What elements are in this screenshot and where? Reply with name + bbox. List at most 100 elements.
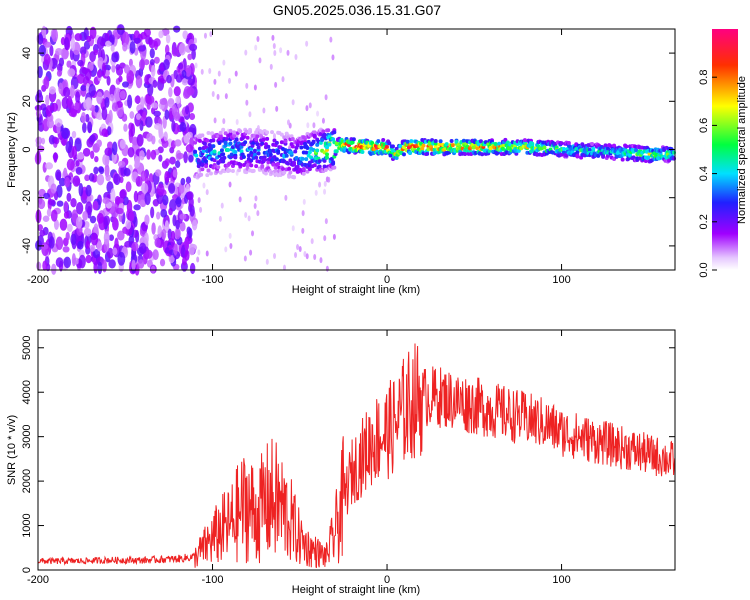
noise-cell xyxy=(70,233,77,246)
signal-cell xyxy=(228,131,233,136)
noise-cell xyxy=(89,134,96,143)
signal-cell xyxy=(322,132,327,137)
signal-cell xyxy=(268,152,273,157)
noise-cell xyxy=(156,211,161,220)
signal-cell xyxy=(222,155,227,160)
noise-cell xyxy=(224,246,228,253)
signal-cell xyxy=(276,161,281,166)
noise-cell xyxy=(58,177,67,187)
noise-cell xyxy=(179,121,187,132)
signal-cell xyxy=(211,144,216,149)
signal-cell xyxy=(228,128,233,133)
noise-cell xyxy=(86,97,93,109)
noise-cell xyxy=(256,210,260,217)
noise-cell xyxy=(37,224,43,232)
noise-cell xyxy=(129,41,136,54)
signal-cell xyxy=(322,164,327,169)
noise-cell xyxy=(43,75,50,90)
signal-cell xyxy=(433,144,438,149)
noise-cell xyxy=(150,149,157,160)
noise-cell xyxy=(305,105,309,112)
noise-cell xyxy=(168,207,173,216)
noise-cell xyxy=(77,59,84,67)
noise-cell xyxy=(51,28,59,43)
noise-cell xyxy=(143,59,150,66)
noise-cell xyxy=(70,37,76,52)
noise-cell xyxy=(166,74,172,84)
noise-cell xyxy=(265,258,269,265)
signal-cell xyxy=(334,149,339,154)
noise-cell xyxy=(176,152,185,160)
noise-cell xyxy=(53,137,60,145)
noise-cell xyxy=(105,40,112,47)
signal-cell xyxy=(219,148,224,153)
noise-cell xyxy=(89,51,96,62)
spectrogram-frame xyxy=(37,28,676,271)
noise-cell xyxy=(305,40,309,47)
signal-cell xyxy=(232,130,237,135)
noise-cell xyxy=(291,225,295,232)
signal-cell xyxy=(273,165,278,170)
noise-cell xyxy=(325,265,329,272)
noise-cell xyxy=(106,126,112,136)
noise-cell xyxy=(182,30,189,40)
noise-cell xyxy=(122,31,130,46)
signal-cell xyxy=(244,170,249,175)
noise-cell xyxy=(49,86,56,95)
noise-cell xyxy=(45,94,50,106)
signal-cell xyxy=(254,164,259,169)
noise-cell xyxy=(173,243,178,256)
noise-cell xyxy=(88,172,95,182)
signal-cell xyxy=(249,147,254,152)
signal-cell xyxy=(197,146,202,151)
signal-cell xyxy=(292,175,297,180)
noise-cell xyxy=(245,99,249,106)
noise-cell xyxy=(108,109,113,124)
signal-cell xyxy=(305,145,310,150)
signal-cell xyxy=(221,127,226,132)
noise-cell xyxy=(50,183,57,194)
noise-cell xyxy=(139,59,145,70)
noise-cell xyxy=(92,200,99,211)
noise-cell xyxy=(113,173,121,186)
noise-cell xyxy=(244,211,248,218)
noise-cell xyxy=(162,194,169,206)
signal-cell xyxy=(304,150,309,155)
signal-cell xyxy=(263,171,268,176)
signal-cell xyxy=(221,152,226,157)
noise-cell xyxy=(188,154,194,163)
noise-cell xyxy=(75,160,80,167)
signal-cell xyxy=(199,172,204,177)
noise-cell xyxy=(122,196,129,206)
signal-cell xyxy=(223,140,228,145)
noise-cell xyxy=(94,104,99,113)
noise-cell xyxy=(158,30,164,39)
signal-cell xyxy=(327,142,332,147)
signal-cell xyxy=(227,168,232,173)
noise-cell xyxy=(149,48,155,59)
spectrogram-signal-cells xyxy=(193,127,676,180)
noise-cell xyxy=(88,83,96,97)
signal-cell xyxy=(304,157,309,162)
signal-cell xyxy=(288,170,293,175)
signal-cell xyxy=(246,153,251,158)
signal-cell xyxy=(601,154,606,159)
noise-cell xyxy=(291,99,295,106)
noise-cell xyxy=(287,119,291,126)
noise-cell xyxy=(116,24,125,36)
noise-cell xyxy=(117,160,126,168)
spectrogram-y-ticks: -40 -20 0 20 40 xyxy=(21,47,675,254)
noise-cell xyxy=(96,256,105,266)
noise-cell xyxy=(175,96,181,105)
signal-cell xyxy=(522,138,527,143)
noise-cell xyxy=(185,64,192,77)
noise-cell xyxy=(76,152,85,160)
signal-cell xyxy=(271,162,276,167)
noise-cell xyxy=(161,228,167,240)
x-tick-label: -100 xyxy=(202,274,224,286)
noise-cell xyxy=(154,237,161,248)
noise-cell xyxy=(224,93,228,100)
noise-cell xyxy=(59,218,68,231)
noise-cell xyxy=(102,259,107,273)
noise-cell xyxy=(63,200,69,213)
